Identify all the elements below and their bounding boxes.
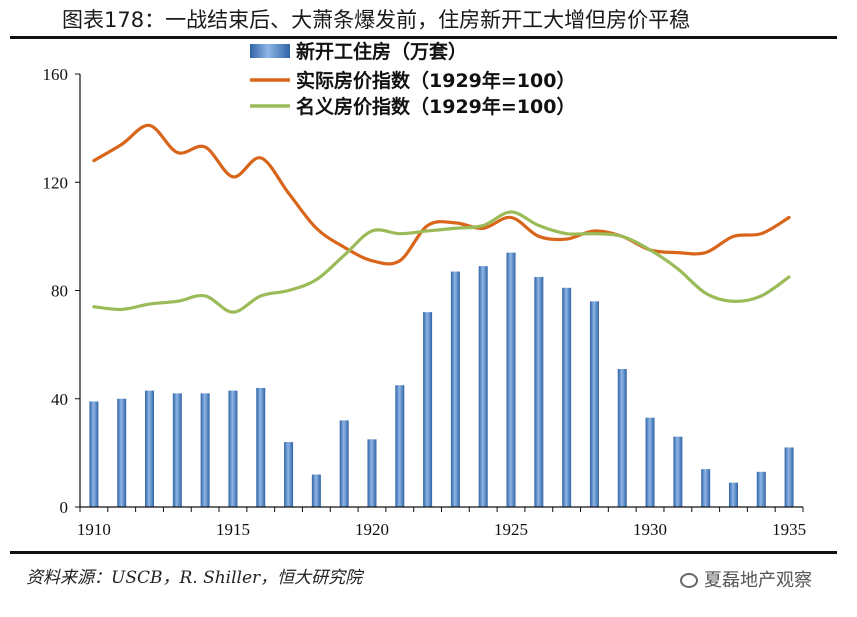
bar-series-housing-starts xyxy=(89,252,794,507)
bar-1926 xyxy=(534,276,544,507)
bar-1924 xyxy=(478,266,488,507)
bar-1920 xyxy=(367,439,377,507)
line-series-group xyxy=(92,123,791,314)
bar-1915 xyxy=(228,390,238,507)
y-tick-label: 160 xyxy=(43,65,69,84)
watermark: 夏磊地产观察 xyxy=(680,566,812,592)
y-tick-label: 120 xyxy=(43,173,69,192)
bar-1911 xyxy=(117,398,127,507)
y-tick-label: 80 xyxy=(51,282,68,301)
x-tick-label: 1930 xyxy=(633,520,667,539)
bar-1925 xyxy=(506,252,516,507)
bar-1913 xyxy=(172,393,182,507)
bar-1923 xyxy=(450,271,460,507)
bar-1933 xyxy=(728,482,738,507)
legend-swatch-bar xyxy=(250,44,290,58)
bar-1919 xyxy=(339,420,349,507)
bar-1934 xyxy=(756,471,766,507)
chart-title: 图表178：一战结束后、大萧条爆发前，住房新开工大增但房价平稳 xyxy=(62,8,691,32)
bar-1928 xyxy=(589,301,599,507)
source-note: 资料来源：USCB，R. Shiller，恒大研究院 xyxy=(26,568,363,588)
legend-label: 新开工住房（万套） xyxy=(296,40,467,63)
footer-divider xyxy=(10,551,837,554)
x-tick-label: 1910 xyxy=(77,520,111,539)
bar-1912 xyxy=(145,390,155,507)
watermark-text: 夏磊地产观察 xyxy=(704,570,812,591)
bar-1921 xyxy=(395,385,405,507)
bar-1927 xyxy=(562,287,572,507)
bar-1910 xyxy=(89,401,99,507)
line-real-price-index xyxy=(92,123,791,266)
bar-1931 xyxy=(673,436,683,507)
bar-1916 xyxy=(256,387,266,507)
x-tick-label: 1925 xyxy=(494,520,528,539)
line-nominal-price-index xyxy=(92,210,791,314)
bar-1929 xyxy=(617,368,627,507)
x-tick-label: 1920 xyxy=(355,520,389,539)
x-tick-label: 1935 xyxy=(772,520,806,539)
legend-label: 实际房价指数（1929年=100） xyxy=(296,69,575,92)
y-tick-label: 0 xyxy=(60,498,69,517)
legend: 新开工住房（万套） 实际房价指数（1929年=100） 名义房价指数（1929年=1… xyxy=(250,40,575,118)
legend-label: 名义房价指数（1929年=100） xyxy=(296,95,575,118)
bar-1930 xyxy=(645,417,655,507)
bar-1918 xyxy=(311,474,321,507)
y-tick-label: 40 xyxy=(51,390,68,409)
bar-1932 xyxy=(701,469,711,507)
wechat-icon xyxy=(680,573,698,588)
bar-1917 xyxy=(284,442,294,507)
bar-1914 xyxy=(200,393,210,507)
bar-1922 xyxy=(423,312,433,507)
title-divider xyxy=(10,36,837,39)
axes: 0 40 80 120 160 1910 1915 1920 1925 1930 1935 xyxy=(43,65,807,539)
x-tick-label: 1915 xyxy=(216,520,250,539)
bar-1935 xyxy=(784,447,794,507)
chart: 0 40 80 120 160 1910 1915 1920 1925 1930 1935 新开工住… xyxy=(43,40,807,539)
